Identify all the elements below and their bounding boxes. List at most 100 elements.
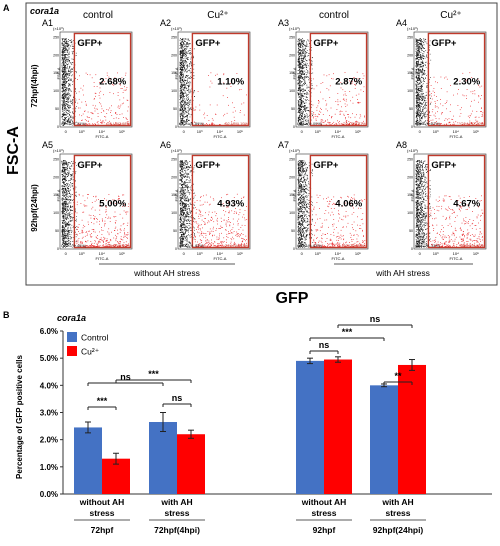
gate-label: GFP+ — [195, 160, 221, 171]
quadrant-ll: Q2-LL(9..46%) — [61, 244, 87, 248]
y-tick: 0 — [57, 125, 59, 129]
y-tick-label: 6.0% — [40, 327, 58, 336]
panel-a-gene: cora1a — [30, 6, 59, 16]
x-tick: 0 — [301, 129, 304, 134]
x-tick: 10⁵ — [237, 129, 243, 134]
x-tick: 0 — [183, 129, 186, 134]
y-tick: 0 — [57, 247, 59, 251]
significance-label: *** — [342, 327, 353, 337]
y-tick: 100 — [53, 211, 59, 215]
significance-label: ns — [319, 340, 330, 350]
significance-label: *** — [97, 396, 108, 406]
sub-x-label: FITC-A — [332, 256, 345, 261]
y-tick: 0 — [175, 247, 177, 251]
y-tick: 100 — [171, 211, 177, 215]
x-tick: 10⁵ — [355, 251, 361, 256]
significance-bracket: ns — [163, 393, 191, 407]
y-tick: 50 — [409, 229, 413, 233]
significance-bracket: ns — [338, 314, 412, 328]
gfp-percent: 4.93% — [217, 198, 244, 209]
y-tick: 250 — [289, 157, 295, 161]
y-tick: 200 — [407, 175, 413, 179]
bar-control-3 — [370, 385, 398, 494]
y-unit: (×10³) — [171, 148, 182, 153]
y-tick: 150 — [53, 193, 59, 197]
plot-id: A1 — [42, 18, 53, 28]
y-tick: 250 — [407, 35, 413, 39]
bar-control-2 — [296, 361, 324, 494]
y-tick: 150 — [407, 193, 413, 197]
col-label-control-1: control — [83, 10, 113, 21]
y-tick-label: 0.0% — [40, 490, 58, 499]
significance-label: ** — [394, 371, 402, 381]
plot-id: A5 — [42, 140, 53, 150]
sub-x-label: FITC-A — [214, 134, 227, 139]
y-tick: 250 — [407, 157, 413, 161]
quadrant-ll: Q2-LL(9..92%) — [297, 244, 323, 248]
y-tick: 50 — [291, 229, 295, 233]
sub-x-label: FITC-A — [450, 134, 463, 139]
x-tick: 10⁵ — [473, 129, 479, 134]
x-tick: 0 — [419, 129, 422, 134]
x-tick: 10³ — [79, 129, 85, 134]
y-tick: 250 — [53, 157, 59, 161]
gate-label: GFP+ — [431, 160, 457, 171]
plot-id: A2 — [160, 18, 171, 28]
y-tick: 200 — [407, 53, 413, 57]
quadrant-ll: Q2-LL(9..89%) — [179, 122, 205, 126]
bar-control-1 — [149, 422, 177, 494]
x-tick: 10³ — [315, 251, 321, 256]
with-stress-label: with AH stress — [375, 268, 430, 278]
x-tick: 10³ — [433, 251, 439, 256]
y-tick: 200 — [53, 53, 59, 57]
gate-label: GFP+ — [77, 160, 103, 171]
significance-label: ns — [370, 314, 381, 324]
quadrant-lr: Q2-LR(4.06%) — [343, 244, 368, 248]
significance-label: *** — [148, 369, 159, 379]
legend-label: Cu²⁺ — [81, 347, 100, 357]
x-tick: 10³ — [197, 129, 203, 134]
quadrant-lr: Q2-LR(5.00%) — [107, 244, 132, 248]
y-tick: 100 — [407, 89, 413, 93]
y-unit: (×10³) — [171, 26, 182, 31]
x-tick: 0 — [183, 251, 186, 256]
y-tick: 200 — [171, 53, 177, 57]
y-tick: 250 — [171, 35, 177, 39]
y-tick: 100 — [289, 89, 295, 93]
y-tick: 100 — [171, 89, 177, 93]
row-label-92hpf: 92hpf(24hpi) — [30, 184, 39, 232]
without-stress-label: without AH stress — [133, 268, 200, 278]
significance-bracket: *** — [88, 396, 116, 410]
gate-label: GFP+ — [77, 38, 103, 49]
y-tick: 250 — [171, 157, 177, 161]
plot-id: A8 — [396, 140, 407, 150]
y-tick: 50 — [409, 107, 413, 111]
sub-x-label: FITC-A — [96, 256, 109, 261]
bar-cu-1 — [177, 434, 205, 494]
y-unit: (×10³) — [289, 26, 300, 31]
gfp-percent: 4.06% — [335, 198, 362, 209]
gate-label: GFP+ — [195, 38, 221, 49]
gate-label: GFP+ — [313, 160, 339, 171]
x-tick: 10⁵ — [237, 251, 243, 256]
quadrant-ll: Q2-LL(9..13%) — [415, 244, 441, 248]
quadrant-lr: Q2-LR(4.67%) — [461, 244, 486, 248]
y-tick: 50 — [291, 107, 295, 111]
y-tick: 250 — [53, 35, 59, 39]
y-tick: 0 — [293, 125, 295, 129]
y-tick-label: 1.0% — [40, 463, 58, 472]
plot-id: A3 — [278, 18, 289, 28]
gfp-percent: 2.30% — [453, 76, 480, 87]
y-tick: 50 — [173, 107, 177, 111]
x-tick: 0 — [419, 251, 422, 256]
plot-id: A4 — [396, 18, 407, 28]
y-tick: 0 — [175, 125, 177, 129]
significance-label: ns — [172, 393, 183, 403]
gate-label: GFP+ — [313, 38, 339, 49]
y-tick: 50 — [55, 107, 59, 111]
